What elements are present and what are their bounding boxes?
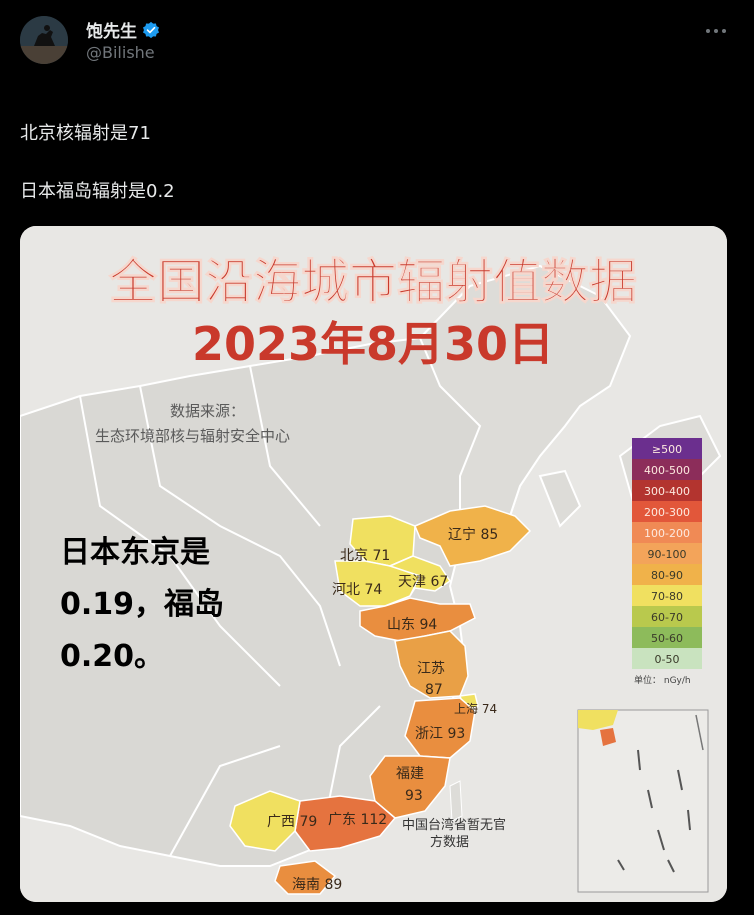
post-line: 北京核辐射是71 xyxy=(20,123,151,144)
region-liaoning xyxy=(414,505,532,567)
display-name[interactable]: 饱先生 xyxy=(86,17,160,42)
legend-label: 60-70 xyxy=(651,611,683,624)
legend-label: 100-200 xyxy=(644,527,690,540)
label-liaoning: 辽宁 85 xyxy=(448,526,498,543)
source-label: 数据来源： xyxy=(170,402,245,420)
legend-swatch xyxy=(632,648,702,669)
region-taiwan xyxy=(449,780,463,822)
legend-swatch xyxy=(632,438,702,459)
province-borders xyxy=(79,365,381,857)
legend-label: 50-60 xyxy=(651,632,683,645)
taiwan-note: 方数据 xyxy=(430,834,469,850)
legend-swatch xyxy=(632,480,702,501)
legend-label: 70-80 xyxy=(651,590,683,603)
label-shanghai: 上海 74 xyxy=(454,701,497,716)
region-fujian xyxy=(369,755,451,819)
legend-label: 400-500 xyxy=(644,464,690,477)
legend-label: 200-300 xyxy=(644,506,690,519)
region-tianjin xyxy=(387,555,452,597)
region-zhejiang xyxy=(404,697,476,759)
legend-swatch xyxy=(632,564,702,585)
image-title: 全国沿海城市辐射值数据 xyxy=(108,254,637,310)
legend-label: 80-90 xyxy=(651,569,683,582)
legend-swatch xyxy=(632,501,702,522)
display-name-text[interactable]: 饱先生 xyxy=(86,22,137,42)
legend-swatch xyxy=(632,606,702,627)
legend-swatch xyxy=(632,543,702,564)
legend-swatch xyxy=(632,459,702,480)
label-zhejiang: 浙江 93 xyxy=(415,726,465,742)
legend-unit: 单位： nGy/h xyxy=(634,674,691,686)
legend-swatch xyxy=(632,627,702,648)
legend-label: 90-100 xyxy=(648,548,687,561)
legend-swatch xyxy=(632,522,702,543)
overlay-text: 0.19，福岛 xyxy=(60,587,224,622)
label-guangdong: 广东 112 xyxy=(328,812,387,828)
south-sea-inset xyxy=(577,709,709,893)
more-options-icon[interactable] xyxy=(703,20,729,42)
label-shandong: 山东 94 xyxy=(387,617,437,633)
label-jiangsu-value: 87 xyxy=(425,682,443,698)
label-fujian-value: 93 xyxy=(405,788,423,804)
verified-badge-icon xyxy=(142,21,160,38)
region-guangdong xyxy=(294,795,397,852)
northeast-region xyxy=(418,264,632,527)
legend-label: 300-400 xyxy=(644,485,690,498)
post-line: 日本福岛辐射是0.2 xyxy=(20,181,175,202)
legend-label: ≥500 xyxy=(652,443,682,456)
legend-label: 0-50 xyxy=(655,653,680,666)
post-image[interactable]: 全国沿海城市辐射值数据 2023年8月30日 数据来源： 生态环境部核与辐射安全… xyxy=(20,226,727,902)
label-jiangsu: 江苏 xyxy=(417,661,445,677)
user-handle[interactable]: @Bilishe xyxy=(86,43,155,62)
region-guangxi xyxy=(229,790,301,852)
legend-swatch xyxy=(632,585,702,606)
taiwan-note: 中国台湾省暂无官 xyxy=(402,817,506,833)
avatar[interactable] xyxy=(20,16,68,64)
image-date: 2023年8月30日 xyxy=(192,317,554,371)
label-beijing: 北京 71 xyxy=(340,548,390,564)
source-name: 生态环境部核与辐射安全中心 xyxy=(95,427,290,445)
label-tianjin: 天津 67 xyxy=(398,574,448,590)
region-jiangsu xyxy=(394,630,469,699)
legend: ≥500 400-500 300-400 200-300 100-200 90-100 80… xyxy=(632,438,702,686)
label-guangxi: 广西 79 xyxy=(267,814,317,830)
label-fujian: 福建 xyxy=(396,766,424,782)
region-hainan xyxy=(274,860,337,895)
label-hebei: 河北 74 xyxy=(332,582,382,598)
overlay-text: 日本东京是 xyxy=(60,535,210,570)
label-hainan: 海南 89 xyxy=(292,877,342,893)
overlay-text: 0.20。 xyxy=(60,639,164,674)
region-shandong xyxy=(359,597,476,642)
